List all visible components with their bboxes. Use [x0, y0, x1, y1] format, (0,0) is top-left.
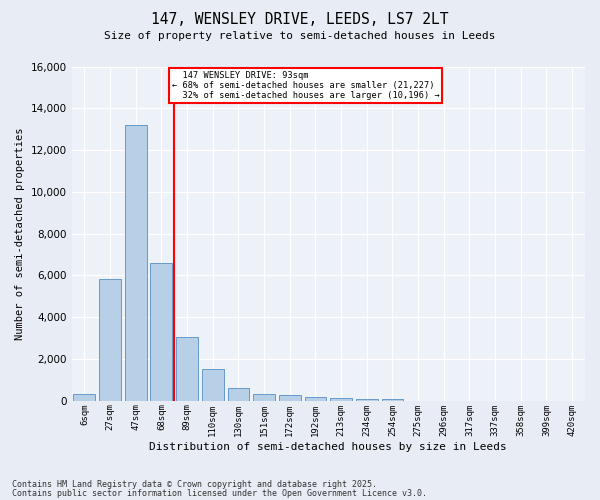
- Bar: [305, 398, 326, 400]
- Bar: [279, 396, 301, 400]
- Text: 147 WENSLEY DRIVE: 93sqm
← 68% of semi-detached houses are smaller (21,227)
  32: 147 WENSLEY DRIVE: 93sqm ← 68% of semi-d…: [172, 70, 439, 101]
- Bar: [99, 280, 121, 400]
- Text: Size of property relative to semi-detached houses in Leeds: Size of property relative to semi-detach…: [104, 31, 496, 41]
- Bar: [125, 125, 146, 400]
- Text: Contains public sector information licensed under the Open Government Licence v3: Contains public sector information licen…: [12, 488, 427, 498]
- Bar: [253, 394, 275, 400]
- X-axis label: Distribution of semi-detached houses by size in Leeds: Distribution of semi-detached houses by …: [149, 442, 507, 452]
- Bar: [356, 399, 377, 400]
- Text: Contains HM Land Registry data © Crown copyright and database right 2025.: Contains HM Land Registry data © Crown c…: [12, 480, 377, 489]
- Bar: [227, 388, 250, 400]
- Y-axis label: Number of semi-detached properties: Number of semi-detached properties: [15, 128, 25, 340]
- Bar: [176, 337, 198, 400]
- Bar: [73, 394, 95, 400]
- Bar: [151, 262, 172, 400]
- Bar: [330, 398, 352, 400]
- Text: 147, WENSLEY DRIVE, LEEDS, LS7 2LT: 147, WENSLEY DRIVE, LEEDS, LS7 2LT: [151, 12, 449, 28]
- Bar: [202, 369, 224, 400]
